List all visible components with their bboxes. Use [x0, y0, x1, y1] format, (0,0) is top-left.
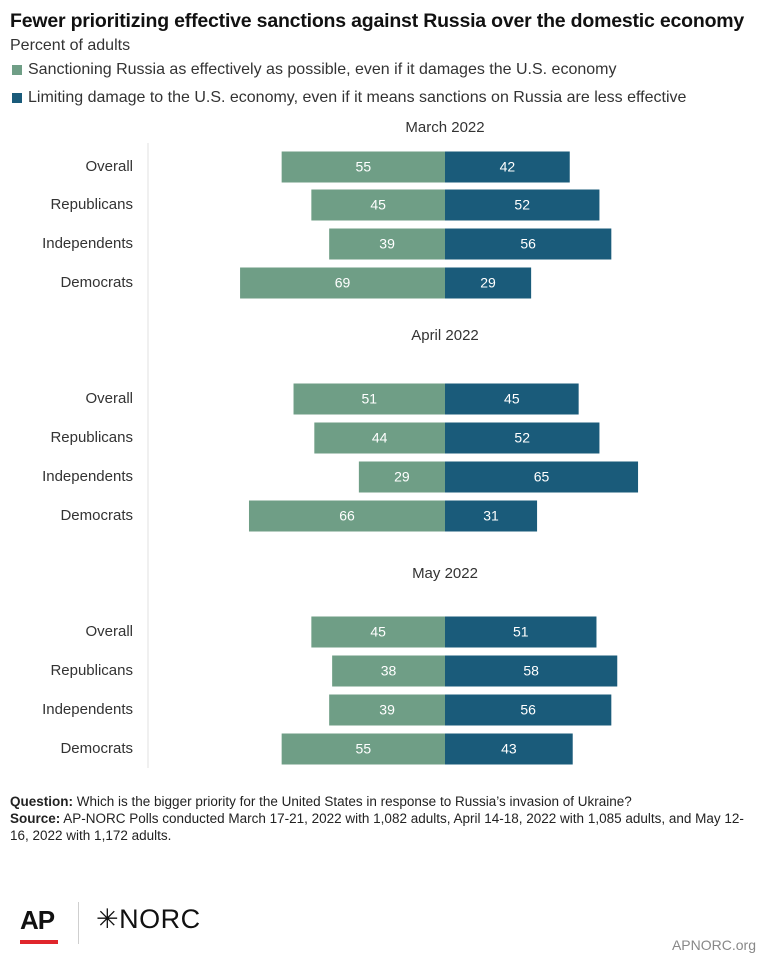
- bar-sanction: [248, 500, 445, 532]
- data-label-sanction: 55: [356, 741, 372, 757]
- category-label: Independents: [42, 235, 133, 252]
- bar-limit: [445, 500, 538, 532]
- category-label: Republicans: [50, 662, 133, 679]
- data-label-limit: 58: [523, 663, 539, 679]
- category-label: Independents: [42, 468, 133, 485]
- legend-swatch-sanction: [12, 65, 22, 75]
- bar-limit: [445, 228, 612, 260]
- bar-sanction: [281, 733, 445, 765]
- category-label: Democrats: [60, 740, 133, 757]
- data-label-sanction: 38: [381, 663, 397, 679]
- panel-title: May 2022: [412, 565, 478, 582]
- data-label-sanction: 69: [335, 275, 351, 291]
- data-label-sanction: 51: [361, 391, 377, 407]
- site-link[interactable]: APNORC.org: [671, 937, 756, 953]
- bar-limit: [445, 616, 597, 648]
- legend-item-sanction: Sanctioning Russia as effectively as pos…: [12, 61, 616, 79]
- diverging-bar-chart: March 2022 Overall 55 42 Republicans 45 52 Inde…: [42, 119, 639, 768]
- footer-notes: Question: Which is the bigger priority f…: [10, 793, 758, 844]
- data-label-sanction: 29: [394, 469, 410, 485]
- source-label: Source:: [10, 811, 61, 826]
- data-label-limit: 31: [483, 508, 499, 524]
- data-label-sanction: 55: [356, 159, 372, 175]
- category-label: Democrats: [60, 507, 133, 524]
- bar-limit: [445, 461, 639, 493]
- panel-title: April 2022: [411, 327, 479, 344]
- data-label-limit: 52: [514, 197, 530, 213]
- data-label-limit: 29: [480, 275, 496, 291]
- question-line: Question: Which is the bigger priority f…: [10, 793, 758, 810]
- bar-limit: [445, 733, 573, 765]
- bar-limit: [445, 422, 600, 454]
- legend-item-limit: Limiting damage to the U.S. economy, eve…: [12, 89, 686, 107]
- category-label: Overall: [85, 390, 133, 407]
- data-label-sanction: 45: [370, 197, 386, 213]
- bar-limit: [445, 267, 532, 299]
- question-label: Question:: [10, 794, 73, 809]
- legend-swatch-limit: [12, 93, 22, 103]
- category-label: Independents: [42, 701, 133, 718]
- data-label-sanction: 66: [339, 508, 355, 524]
- bar-limit: [445, 655, 618, 687]
- data-label-limit: 56: [520, 702, 536, 718]
- chart-title: Fewer prioritizing effective sanctions a…: [10, 10, 745, 32]
- chart-subtitle: Percent of adults: [10, 37, 131, 54]
- category-label: Republicans: [50, 429, 133, 446]
- bar-limit: [445, 383, 579, 415]
- legend-label-sanction: Sanctioning Russia as effectively as pos…: [28, 61, 617, 78]
- bar-limit: [445, 694, 612, 726]
- source-line: Source: AP-NORC Polls conducted March 17…: [10, 810, 758, 844]
- bar-sanction: [240, 267, 445, 299]
- norc-logo: ✳NORC: [96, 904, 201, 934]
- bar-limit: [445, 151, 570, 183]
- ap-logo: AP: [20, 905, 55, 935]
- question-text: Which is the bigger priority for the Uni…: [76, 794, 632, 809]
- data-label-sanction: 44: [372, 430, 388, 446]
- bar-sanction: [311, 189, 445, 221]
- panel-title: March 2022: [405, 119, 484, 136]
- data-label-limit: 43: [501, 741, 517, 757]
- category-label: Democrats: [60, 274, 133, 291]
- data-label-limit: 42: [500, 159, 516, 175]
- data-label-sanction: 39: [379, 236, 395, 252]
- data-label-limit: 65: [534, 469, 550, 485]
- ap-logo-bar: [20, 940, 58, 944]
- bar-limit: [445, 189, 600, 221]
- bar-sanction: [293, 383, 445, 415]
- logo-divider: [78, 902, 79, 944]
- bar-sanction: [311, 616, 445, 648]
- data-label-limit: 52: [514, 430, 530, 446]
- data-label-sanction: 39: [379, 702, 395, 718]
- legend-label-limit: Limiting damage to the U.S. economy, eve…: [28, 89, 687, 106]
- bar-sanction: [358, 461, 445, 493]
- data-label-limit: 51: [513, 624, 529, 640]
- bar-sanction: [314, 422, 445, 454]
- category-label: Overall: [85, 623, 133, 640]
- source-text: AP-NORC Polls conducted March 17-21, 202…: [10, 811, 744, 843]
- category-label: Republicans: [50, 196, 133, 213]
- category-label: Overall: [85, 158, 133, 175]
- data-label-sanction: 45: [370, 624, 386, 640]
- bar-sanction: [332, 655, 445, 687]
- bar-sanction: [329, 694, 445, 726]
- data-label-limit: 45: [504, 391, 520, 407]
- data-label-limit: 56: [520, 236, 536, 252]
- bar-sanction: [281, 151, 445, 183]
- bar-sanction: [329, 228, 445, 260]
